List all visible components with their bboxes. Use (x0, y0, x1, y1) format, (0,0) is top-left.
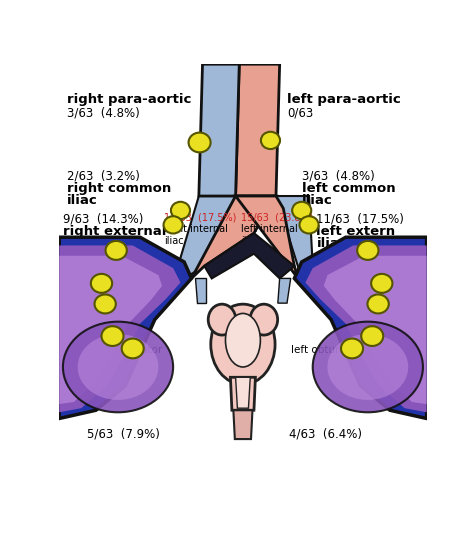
Ellipse shape (371, 274, 392, 293)
Polygon shape (59, 237, 191, 418)
Ellipse shape (78, 334, 158, 400)
Text: right para-aortic: right para-aortic (66, 93, 191, 106)
Text: left para-aortic: left para-aortic (287, 93, 401, 106)
Polygon shape (191, 196, 276, 278)
Ellipse shape (63, 322, 173, 412)
Ellipse shape (313, 322, 423, 412)
Text: 4/63  (6.4%): 4/63 (6.4%) (289, 427, 362, 440)
Ellipse shape (226, 314, 260, 367)
Ellipse shape (292, 202, 311, 219)
Polygon shape (233, 410, 253, 439)
Text: 0/63: 0/63 (287, 106, 313, 119)
Polygon shape (59, 256, 162, 404)
Text: right common: right common (66, 181, 171, 195)
Ellipse shape (189, 133, 210, 152)
Polygon shape (236, 196, 298, 278)
Ellipse shape (328, 334, 408, 400)
Text: 2/63  (3.2%): 2/63 (3.2%) (66, 169, 139, 182)
Ellipse shape (261, 132, 280, 149)
Ellipse shape (250, 304, 278, 335)
Ellipse shape (361, 326, 383, 346)
Ellipse shape (94, 294, 116, 314)
Ellipse shape (341, 339, 363, 358)
Polygon shape (236, 377, 250, 408)
Text: iliac: iliac (63, 237, 94, 250)
Text: left common: left common (301, 181, 395, 195)
Polygon shape (324, 256, 427, 404)
Ellipse shape (171, 202, 190, 219)
Ellipse shape (122, 339, 144, 358)
Polygon shape (294, 237, 427, 418)
Polygon shape (236, 64, 280, 196)
Polygon shape (276, 196, 313, 278)
Polygon shape (204, 233, 294, 278)
Text: left extern: left extern (316, 225, 395, 238)
Text: 11/63  (17.5%): 11/63 (17.5%) (164, 212, 237, 223)
Text: 3/63  (4.8%): 3/63 (4.8%) (66, 106, 139, 119)
Text: 3/63  (4.8%): 3/63 (4.8%) (301, 169, 374, 182)
Text: right internal: right internal (164, 224, 228, 234)
Polygon shape (278, 278, 291, 303)
Ellipse shape (211, 304, 275, 385)
Polygon shape (199, 64, 239, 196)
Ellipse shape (101, 326, 124, 346)
Text: right obturator: right obturator (85, 345, 162, 355)
Text: 5/63  (7.9%): 5/63 (7.9%) (87, 427, 160, 440)
Ellipse shape (208, 304, 236, 335)
Text: 9/63  (14.3%): 9/63 (14.3%) (63, 212, 143, 225)
Polygon shape (195, 278, 206, 303)
Polygon shape (230, 377, 255, 410)
Ellipse shape (164, 216, 182, 233)
Text: 15/63  (23.8%): 15/63 (23.8%) (241, 212, 313, 223)
Text: iliac: iliac (301, 194, 332, 207)
Ellipse shape (357, 241, 378, 260)
Text: iliac: iliac (241, 235, 261, 246)
Text: iliac: iliac (164, 235, 183, 246)
Ellipse shape (367, 294, 389, 314)
Text: left internal: left internal (241, 224, 298, 234)
Text: 11/63  (17.5%): 11/63 (17.5%) (316, 212, 404, 225)
Polygon shape (173, 196, 236, 282)
Text: left obturator: left obturator (291, 345, 360, 355)
Ellipse shape (300, 216, 319, 233)
Ellipse shape (106, 241, 127, 260)
Ellipse shape (91, 274, 112, 293)
Text: iliac: iliac (66, 194, 97, 207)
Polygon shape (59, 246, 181, 412)
Text: right external: right external (63, 225, 166, 238)
Polygon shape (305, 246, 427, 412)
Text: iliac: iliac (316, 237, 347, 250)
